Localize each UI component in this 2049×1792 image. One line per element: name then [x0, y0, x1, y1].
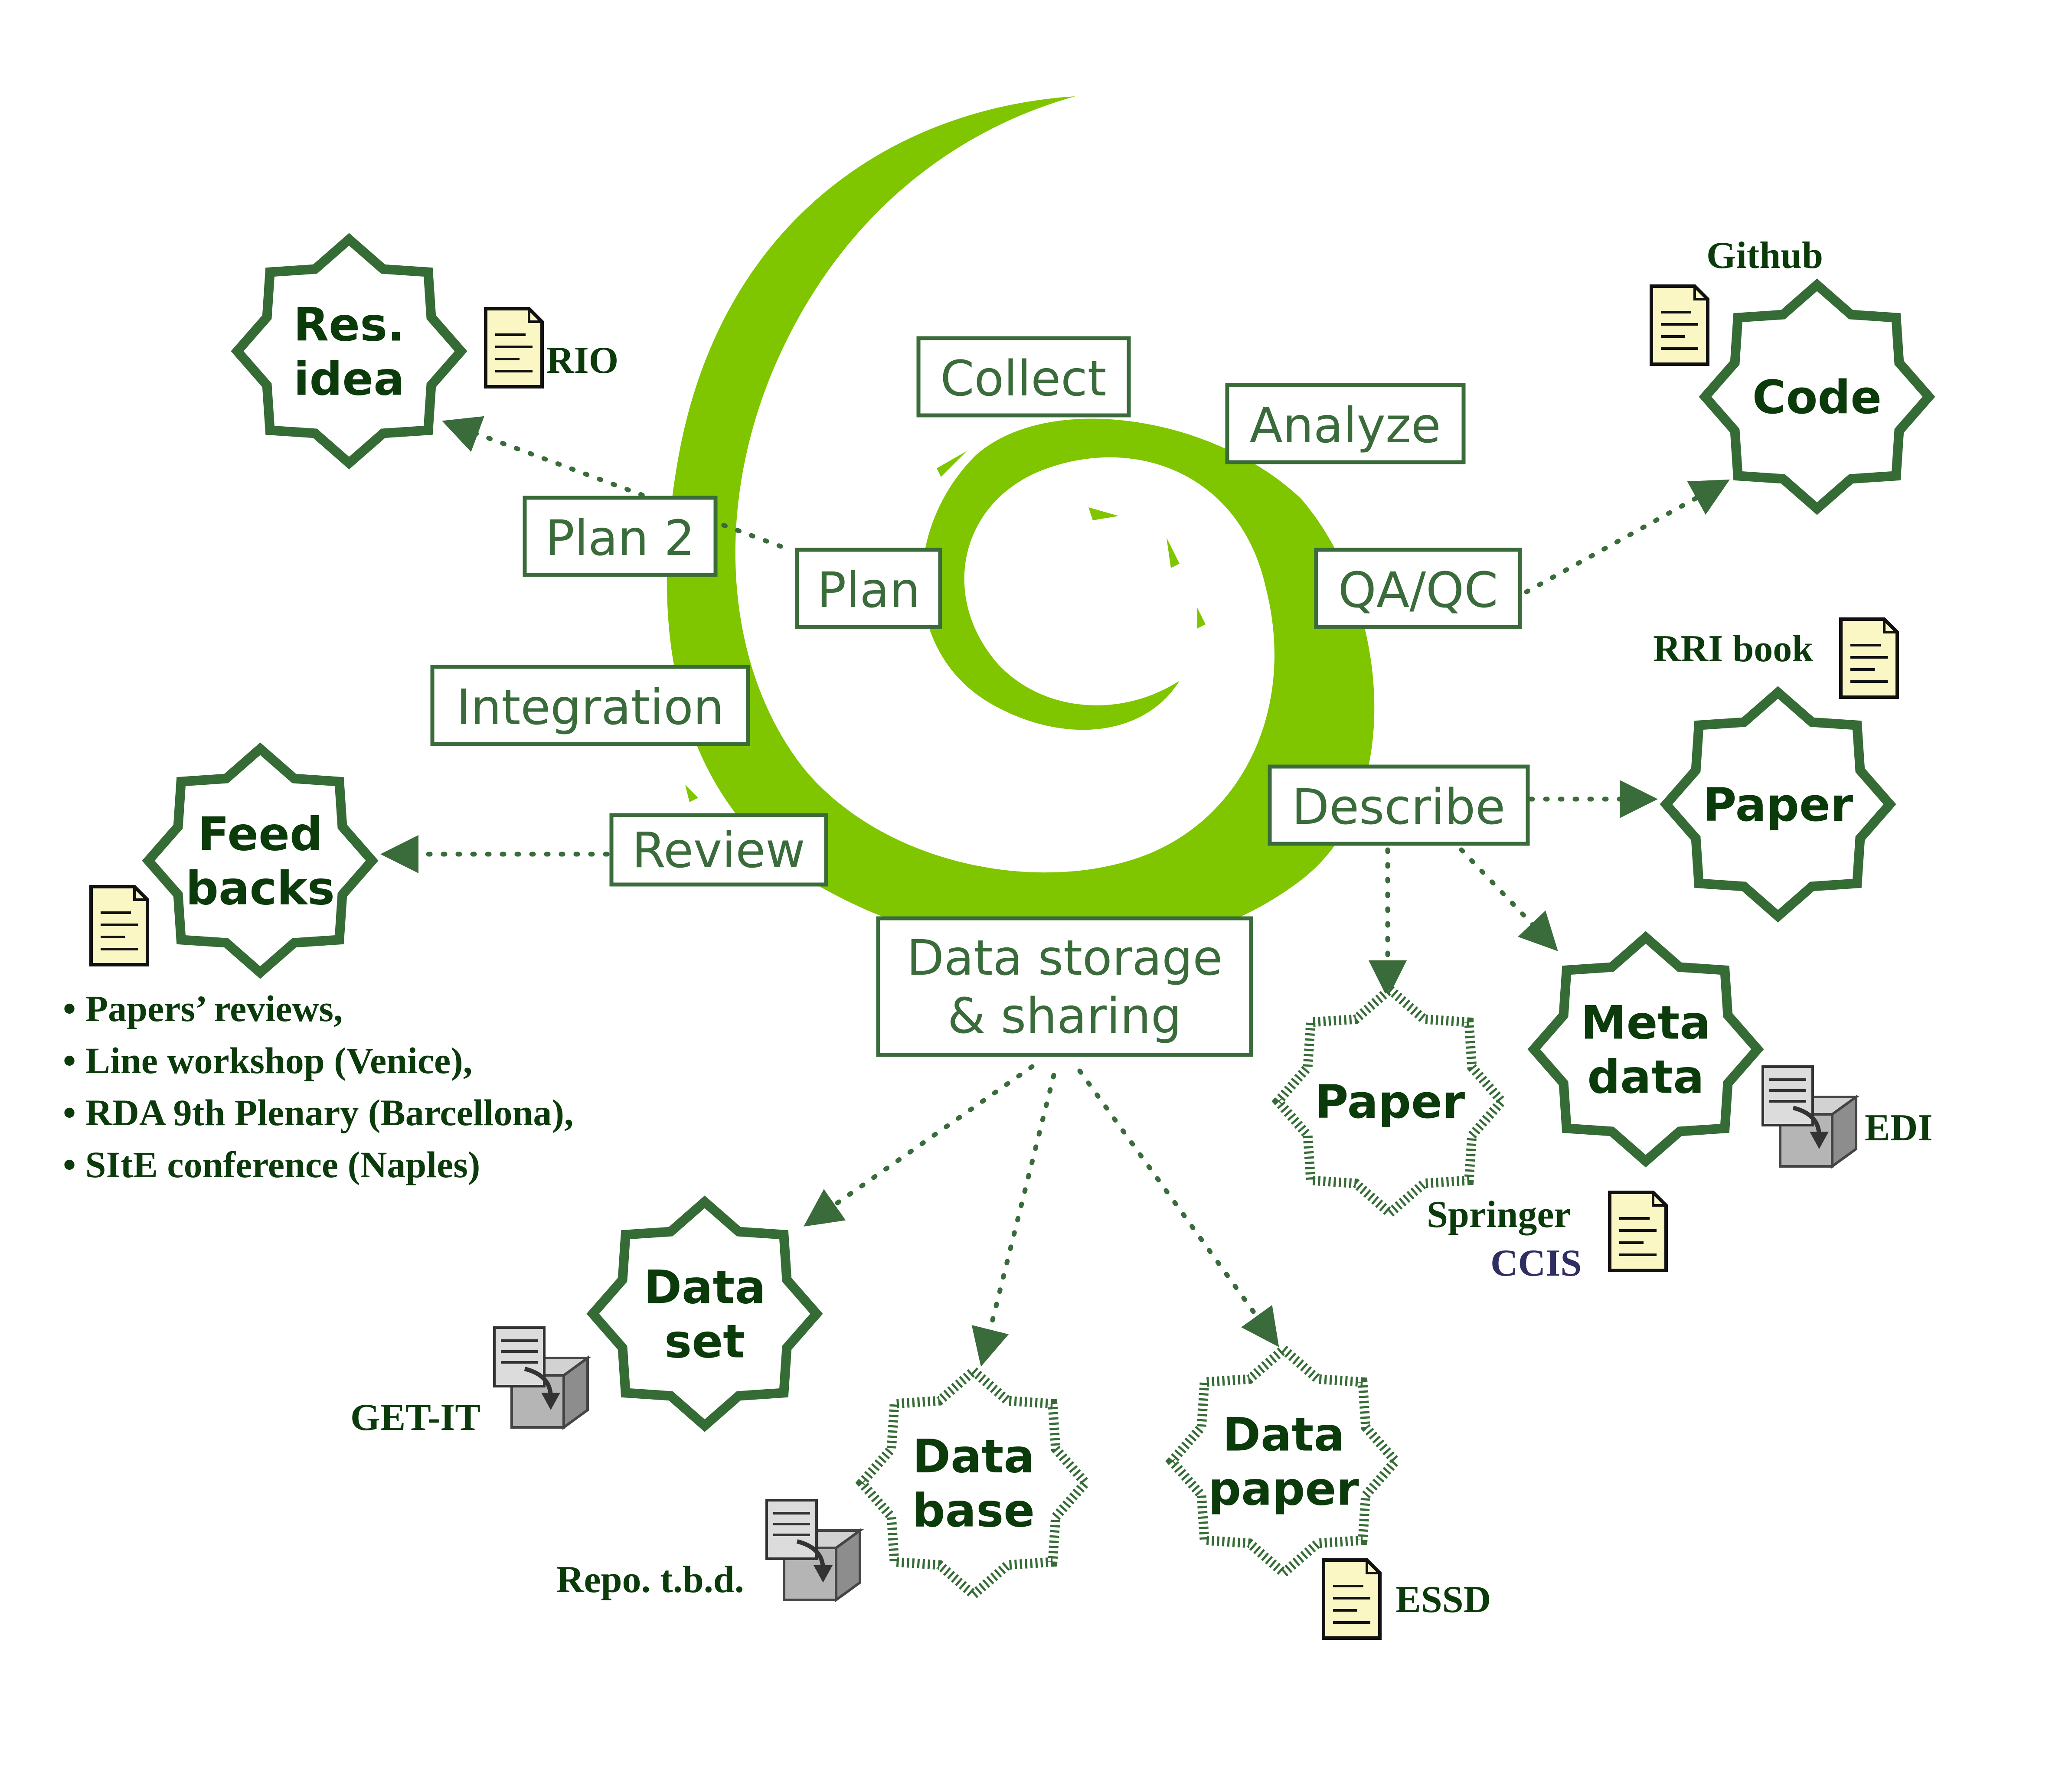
stage-review-label: Review — [632, 823, 805, 879]
resource-icons — [89, 284, 1899, 1640]
star-database-shape — [855, 1364, 1092, 1601]
stage-analyze-label: Analyze — [1249, 398, 1441, 454]
star-metadata-label-1: Meta — [1581, 996, 1711, 1050]
star-metadata-label-2: data — [1587, 1051, 1704, 1104]
arrow-storage-to-dataset — [803, 1064, 1035, 1227]
label-essd: ESSD — [1395, 1579, 1491, 1621]
stage-data-storage-line2: & sharing — [948, 988, 1182, 1045]
label-edi: EDI — [1865, 1107, 1933, 1149]
stage-describe-label: Describe — [1292, 779, 1505, 836]
star-datapaper-shape — [1165, 1343, 1402, 1580]
document-icon-rri — [1839, 617, 1899, 699]
stage-integration-label: Integration — [456, 679, 724, 736]
star-paper-springer: Paper — [1271, 983, 1508, 1220]
label-repo: Repo. t.b.d. — [556, 1559, 744, 1601]
stage-integration: Integration — [430, 665, 750, 746]
stage-qaqc-label: QA/QC — [1338, 562, 1498, 619]
arrow-plan-to-res-idea — [442, 416, 783, 549]
label-get-it: GET-IT — [350, 1397, 480, 1439]
star-datapaper-label-1: Data — [1222, 1408, 1345, 1462]
star-datapaper-label-2: paper — [1208, 1462, 1359, 1516]
label-rri-book: RRI book — [1653, 628, 1813, 670]
label-springer: Springer — [1427, 1194, 1571, 1236]
repository-icon-edi — [1761, 1065, 1860, 1169]
arrow-storage-to-database — [971, 1073, 1056, 1367]
star-res-idea-shape — [231, 233, 467, 470]
star-paper-rri-shape — [1660, 686, 1896, 923]
document-icon-essd — [1322, 1558, 1382, 1640]
stage-plan: Plan — [795, 548, 942, 629]
repository-icon-repo — [765, 1499, 864, 1603]
document-icon-feedback — [89, 885, 149, 966]
bullet-1: • Papers’ reviews, — [63, 988, 343, 1029]
star-database-label-2: base — [912, 1484, 1035, 1537]
bullet-3: • RDA 9th Plenary (Barcellona), — [63, 1092, 573, 1133]
stage-plan-2: Plan 2 — [523, 496, 718, 577]
stage-plan-label: Plan — [817, 562, 920, 619]
star-dataset-label-2: set — [664, 1315, 745, 1368]
spiral-swirl — [667, 96, 1375, 953]
document-icon-springer — [1608, 1191, 1668, 1272]
star-res-idea-label-2: idea — [294, 353, 405, 406]
document-icon-github — [1650, 284, 1709, 366]
document-icon-rio — [484, 307, 544, 388]
star-paper-springer-shape — [1271, 983, 1508, 1220]
arrow-describe-to-metadata — [1459, 847, 1558, 951]
stage-collect-label: Collect — [940, 351, 1106, 407]
star-paper-rri-label-1: Paper — [1703, 778, 1853, 832]
label-github: Github — [1706, 235, 1823, 277]
star-feedbacks-label-2: backs — [186, 862, 335, 915]
star-dataset-shape — [586, 1195, 823, 1432]
stage-analyze: Analyze — [1225, 383, 1466, 464]
star-database-label-1: Data — [912, 1430, 1035, 1483]
stage-data-storage: Data storage & sharing — [876, 916, 1253, 1057]
arrows — [380, 416, 1730, 1367]
star-dataset-label-1: Data — [644, 1261, 766, 1314]
arrow-qaqc-to-code — [1524, 480, 1730, 594]
arrow-storage-to-datapaper — [1077, 1068, 1279, 1347]
stage-collect: Collect — [916, 336, 1131, 418]
stage-plan-2-label: Plan 2 — [545, 510, 695, 567]
star-code-shape — [1699, 278, 1935, 515]
star-metadata-shape — [1527, 931, 1764, 1168]
stage-review: Review — [609, 813, 828, 887]
bullet-2: • Line workshop (Venice), — [63, 1040, 472, 1081]
label-rio: RIO — [546, 339, 618, 382]
star-paper-rri: Paper — [1660, 686, 1896, 923]
star-code: Code — [1699, 278, 1935, 515]
star-feedbacks-shape — [142, 742, 379, 979]
stage-describe: Describe — [1268, 764, 1530, 846]
star-res-idea: Res.idea — [231, 233, 467, 470]
feedback-list: • Papers’ reviews, • Line workshop (Veni… — [63, 988, 573, 1185]
star-res-idea-label-1: Res. — [294, 298, 405, 352]
stage-qaqc: QA/QC — [1314, 548, 1522, 629]
star-code-label-1: Code — [1752, 371, 1882, 424]
label-ccis: CCIS — [1490, 1242, 1582, 1284]
repository-icon-get-it — [493, 1326, 592, 1430]
bullet-4: • SItE conference (Naples) — [63, 1144, 480, 1185]
stage-data-storage-line1: Data storage — [907, 930, 1223, 986]
star-feedbacks-label-1: Feed — [198, 808, 323, 861]
star-paper-springer-label-1: Paper — [1315, 1075, 1465, 1129]
